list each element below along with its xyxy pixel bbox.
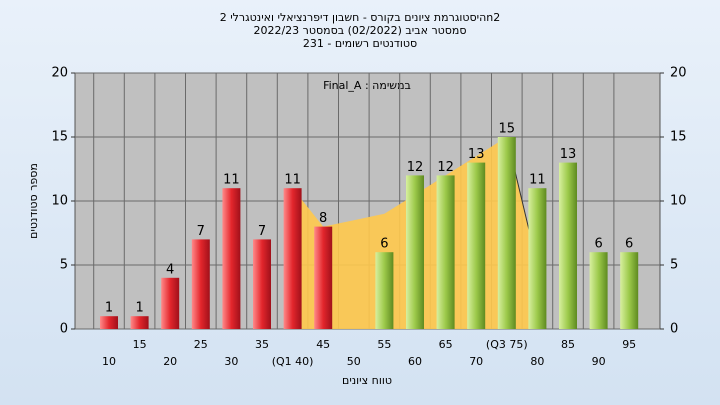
data-label: 11 bbox=[284, 173, 301, 188]
bar bbox=[375, 252, 394, 329]
x-tick-label: 10 bbox=[102, 355, 116, 368]
x-tick-label: 95 bbox=[622, 338, 636, 351]
x-tick-label: (Q3 75) bbox=[486, 338, 528, 351]
y-tick-label: 10 bbox=[51, 194, 68, 209]
data-label: 13 bbox=[468, 147, 485, 162]
data-label: 6 bbox=[625, 237, 633, 252]
y-tick-label: 0 bbox=[60, 322, 68, 337]
x-tick-label: 85 bbox=[561, 338, 575, 351]
x-tick-label: 35 bbox=[255, 338, 269, 351]
bar bbox=[130, 316, 149, 329]
x-tick-label: 70 bbox=[469, 355, 483, 368]
x-tick-label: 50 bbox=[347, 355, 361, 368]
data-label: 8 bbox=[319, 211, 327, 226]
x-tick-label: 30 bbox=[224, 355, 238, 368]
x-tick-label: (Q1 40) bbox=[272, 355, 314, 368]
data-label: 6 bbox=[380, 237, 388, 252]
y-tick-label: 15 bbox=[51, 130, 68, 145]
x-tick-label: 90 bbox=[592, 355, 606, 368]
x-tick-label: 80 bbox=[530, 355, 544, 368]
bar bbox=[559, 162, 577, 329]
y2-tick-label: 0 bbox=[670, 322, 678, 337]
y2-tick-label: 5 bbox=[670, 258, 678, 273]
bar bbox=[436, 175, 455, 329]
bar bbox=[191, 239, 210, 329]
bar bbox=[283, 188, 302, 329]
x-tick-label: 45 bbox=[316, 338, 330, 351]
y-tick-label: 20 bbox=[51, 66, 68, 81]
data-label: 15 bbox=[499, 122, 516, 137]
bar bbox=[589, 252, 608, 329]
bar bbox=[314, 226, 333, 329]
data-label: 11 bbox=[223, 173, 240, 188]
data-label: 12 bbox=[437, 160, 454, 175]
bar bbox=[497, 137, 516, 329]
x-axis-label: טווח ציונים bbox=[342, 374, 392, 387]
data-label: 13 bbox=[560, 147, 577, 162]
x-tick-label: 65 bbox=[439, 338, 453, 351]
data-label: 7 bbox=[197, 224, 205, 239]
data-label: 7 bbox=[258, 224, 266, 239]
bar bbox=[253, 239, 271, 329]
chart-subtitle: 231 - סטודנטים רשומים bbox=[303, 37, 417, 50]
x-tick-label: 25 bbox=[194, 338, 208, 351]
bar bbox=[161, 277, 180, 329]
chart-title: היסטוגרמת ציונים בקורס - חשבון דיפרנציאל… bbox=[220, 11, 501, 24]
chart-subtitle: 2022/23 סמסטר אביב (02/2022) בסמסטר bbox=[253, 24, 466, 37]
data-label: 11 bbox=[529, 173, 546, 188]
bar bbox=[467, 162, 486, 329]
x-tick-label: 60 bbox=[408, 355, 422, 368]
data-label: 1 bbox=[105, 301, 113, 316]
data-label: 4 bbox=[166, 262, 174, 277]
data-label: 12 bbox=[407, 160, 424, 175]
x-tick-label: 15 bbox=[133, 338, 147, 351]
x-tick-label: 55 bbox=[377, 338, 391, 351]
bar bbox=[100, 316, 118, 329]
bar bbox=[406, 175, 424, 329]
bar bbox=[620, 252, 639, 329]
data-label: 6 bbox=[594, 237, 602, 252]
y2-tick-label: 10 bbox=[670, 194, 687, 209]
bar bbox=[528, 188, 547, 329]
y-axis-label: מספר סטודנטים bbox=[27, 163, 40, 239]
y2-tick-label: 15 bbox=[670, 130, 687, 145]
annotation: Final_A : במשימה bbox=[323, 79, 411, 92]
x-tick-label: 20 bbox=[163, 355, 177, 368]
bar bbox=[222, 188, 241, 329]
y2-tick-label: 20 bbox=[670, 66, 687, 81]
data-label: 1 bbox=[135, 301, 143, 316]
y-tick-label: 5 bbox=[60, 258, 68, 273]
